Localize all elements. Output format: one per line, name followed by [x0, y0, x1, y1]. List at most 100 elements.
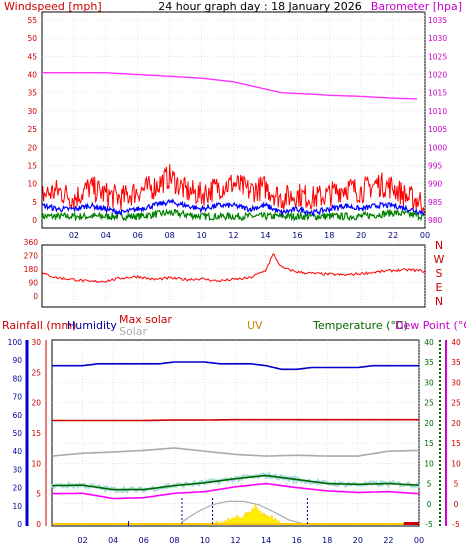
max-solar-curve: [181, 500, 305, 525]
panel-temperature-axes: -5 -5 0 0 5 5 10 10 15 15 20 20 25 25 30 30 35 35 40 40 0 10 2…: [8, 338, 461, 529]
compass-label: N: [435, 295, 443, 308]
compass-label: S: [436, 267, 443, 280]
time-tick: 14: [260, 231, 270, 240]
humidity-tick: 20: [12, 484, 22, 493]
dew-point-tick: 35: [451, 358, 461, 367]
barometer-tick: 985: [428, 198, 443, 207]
time-tick: 10: [196, 231, 206, 240]
temperature-tick: 35: [424, 358, 434, 367]
time-tick: 18: [322, 536, 332, 545]
rainfall-label: Rainfall (mm): [2, 319, 76, 332]
dew-point-tick: 20: [451, 419, 461, 428]
direction-tick: 0: [33, 292, 38, 301]
gust-line: [41, 164, 425, 214]
direction-series: [41, 253, 426, 284]
windspeed-tick: 15: [27, 161, 37, 170]
direction-tick-labels: 0 90 180 270 360: [24, 238, 39, 301]
windspeed-tick: 10: [27, 180, 37, 189]
barometer-tick: 1035: [428, 16, 447, 25]
humidity-tick: 30: [12, 465, 22, 474]
rainfall-tick: 10: [31, 459, 41, 468]
max-solar-label: Max solar: [119, 313, 172, 326]
temperature-tick: 20: [424, 419, 434, 428]
time-tick: 20: [353, 536, 363, 545]
rainfall-bar: [403, 522, 419, 525]
temperature-line: [52, 474, 420, 491]
time-tick: 14: [261, 536, 271, 545]
barometer-tick: 1000: [428, 143, 447, 152]
humidity-tick: 70: [12, 393, 22, 402]
humidity-line: [52, 361, 419, 371]
barometer-tick: 1010: [428, 107, 447, 116]
dew-point-tick: 40: [451, 338, 461, 347]
temperature-label: Temperature (°C): [312, 319, 408, 332]
time-tick: 04: [108, 536, 118, 545]
time-tick: 18: [324, 231, 334, 240]
temperature-tick: 10: [424, 459, 434, 468]
time-tick-labels: 02 04 06 08 10 12 14 16 18 20 22 00: [69, 231, 430, 240]
humidity-tick: 80: [12, 374, 22, 383]
time-tick: 20: [356, 231, 366, 240]
direction-tick: 180: [24, 265, 39, 274]
humidity-tick: 100: [8, 338, 23, 347]
barometer-tick: 980: [428, 216, 443, 225]
time-tick: 10: [200, 536, 210, 545]
barometer-tick: 1030: [428, 34, 447, 43]
temperature-tick: -5: [425, 520, 433, 529]
dew-point-tick: 15: [451, 439, 461, 448]
temperature-tick: 0: [427, 500, 432, 509]
temperature-tick: 30: [424, 378, 434, 387]
direction-line: [41, 253, 426, 284]
humidity-tick: 90: [12, 356, 22, 365]
windspeed-tick: 55: [27, 16, 37, 25]
time-tick: 12: [228, 231, 238, 240]
humidity-tick: 10: [12, 502, 22, 511]
time-tick: 02: [69, 231, 79, 240]
time-tick: 22: [388, 231, 398, 240]
wind-green-line: [41, 208, 425, 222]
rainfall-tick: 15: [31, 429, 41, 438]
panel-temperature-grid: [52, 340, 420, 526]
direction-tick: 360: [24, 238, 39, 247]
barometer-tick: 995: [428, 161, 443, 170]
dew-point-line: [51, 482, 420, 500]
uv-label: UV: [247, 319, 263, 332]
dew-point-tick: 10: [451, 459, 461, 468]
compass-label: N: [435, 239, 443, 252]
time-tick: 06: [139, 536, 149, 545]
barometer-tick: 1005: [428, 125, 447, 134]
windspeed-tick: 40: [27, 71, 37, 80]
humidity-label: Humidity: [67, 319, 117, 332]
windspeed-tick: 50: [27, 34, 37, 43]
temperature-tick: 25: [424, 399, 434, 408]
windspeed-tick: 30: [27, 107, 37, 116]
wind-series: [41, 72, 425, 222]
dew-point-tick: 25: [451, 399, 461, 408]
dew-point-label: Dew Point (°C): [395, 319, 466, 332]
grey-line: [51, 447, 419, 457]
time-tick-labels-bottom: 02 04 06 08 10 12 14 16 18 20 22 00: [77, 536, 424, 545]
dew-point-tick: 0: [454, 500, 459, 509]
time-tick: 22: [383, 536, 393, 545]
windspeed-tick: 20: [27, 143, 37, 152]
time-tick: 04: [101, 231, 111, 240]
humidity-tick: 40: [12, 447, 22, 456]
direction-tick: 270: [24, 252, 39, 261]
time-tick: 08: [165, 231, 175, 240]
rainfall-tick: 5: [36, 490, 41, 499]
barometer-tick-labels: 980 985 990 995 1000 1005 1010 1015 1020 1025 1030…: [428, 16, 447, 225]
compass-label: W: [434, 253, 445, 266]
time-tick: 00: [420, 231, 430, 240]
average-line: [41, 198, 425, 218]
time-tick: 16: [292, 536, 302, 545]
time-tick: 08: [169, 536, 179, 545]
solar-area: [212, 502, 282, 525]
humidity-tick: 60: [12, 411, 22, 420]
windspeed-axis-label: Windspeed [mph]: [4, 0, 102, 13]
windspeed-tick: 5: [32, 198, 37, 207]
solar-label: Solar: [119, 325, 148, 338]
